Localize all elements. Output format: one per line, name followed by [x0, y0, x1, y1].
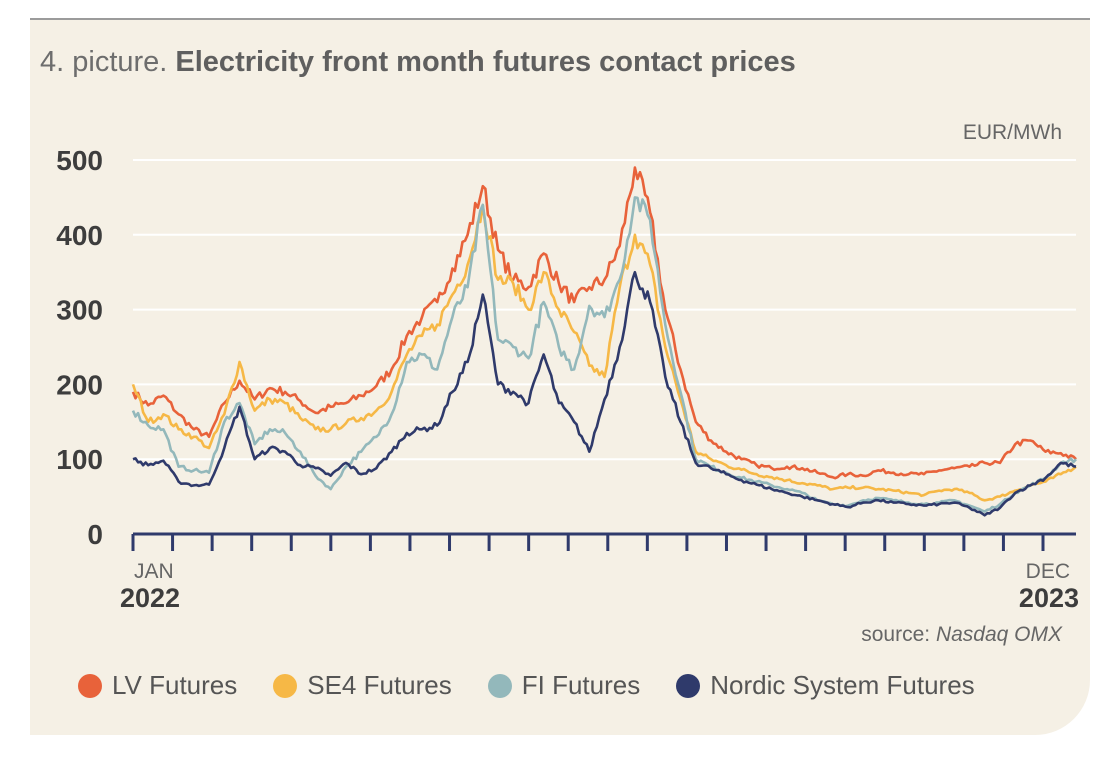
legend-item-nordic: Nordic System Futures — [676, 670, 975, 701]
y-tick-label-300: 300 — [56, 295, 103, 326]
x-tick-label-end-year: 2023 — [1019, 583, 1079, 613]
x-tick-label-end-month: DEC — [1026, 560, 1070, 583]
title-main: Electricity front month futures contact … — [175, 46, 796, 78]
title-prefix: 4. picture. — [40, 46, 168, 78]
series-line-se4 — [131, 203, 1077, 502]
series-line-nordic — [132, 270, 1077, 517]
legend-item-lv: LV Futures — [78, 670, 237, 701]
legend-swatch-fi — [487, 673, 512, 698]
chart-card: 4. picture. Electricity front month futu… — [30, 18, 1090, 735]
series-line-lv — [131, 166, 1077, 480]
y-tick-label-0: 0 — [87, 519, 103, 550]
legend-label-fi: FI Futures — [521, 670, 641, 700]
legend-item-fi: FI Futures — [487, 670, 641, 701]
source-name: Nasdaq OMX — [935, 623, 1062, 646]
source-prefix: source: — [861, 623, 931, 646]
legend-swatch-nordic — [676, 673, 701, 698]
chart-legend: LV Futures SE4 Futures FI Futures Nordic… — [78, 670, 1011, 701]
legend-swatch-lv — [78, 673, 102, 698]
chart-title: 4. picture. Electricity front month futu… — [40, 46, 796, 79]
legend-label-nordic: Nordic System Futures — [710, 670, 975, 700]
y-tick-label-400: 400 — [56, 220, 103, 251]
y-tick-label-200: 200 — [56, 369, 103, 400]
unit-label: EUR/MWh — [962, 121, 1062, 144]
legend-label-lv: LV Futures — [112, 670, 238, 700]
y-tick-label-100: 100 — [56, 444, 103, 475]
x-tick-label-start-year: 2022 — [120, 583, 180, 613]
legend-label-se4: SE4 Futures — [307, 670, 452, 700]
y-tick-label-500: 500 — [56, 145, 103, 176]
x-tick-label-start-month: JAN — [134, 560, 174, 583]
series-line-fi — [131, 196, 1077, 513]
source-note: source: Nasdaq OMX — [861, 623, 1062, 647]
legend-swatch-se4 — [273, 673, 298, 698]
legend-item-se4: SE4 Futures — [273, 670, 452, 701]
